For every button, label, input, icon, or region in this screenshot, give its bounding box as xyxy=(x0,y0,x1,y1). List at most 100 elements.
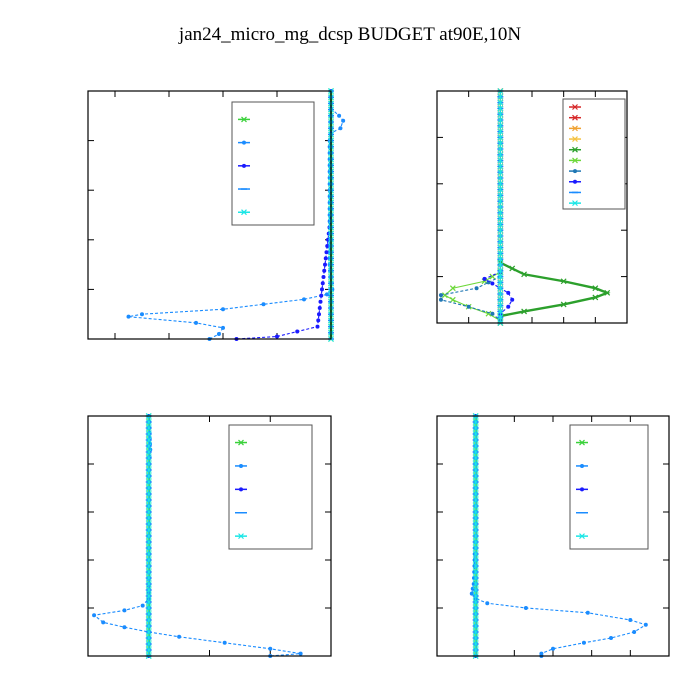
data-point xyxy=(145,437,152,443)
data-point xyxy=(472,587,479,593)
plot-frame xyxy=(87,90,332,340)
data-point xyxy=(438,297,443,302)
data-point xyxy=(322,268,327,273)
data-point xyxy=(145,611,152,617)
data-point xyxy=(316,318,321,323)
legend-marker xyxy=(580,487,584,492)
data-point xyxy=(323,256,328,261)
data-point xyxy=(497,250,504,257)
data-point xyxy=(472,599,479,605)
data-point xyxy=(318,299,323,304)
data-point xyxy=(145,431,152,437)
data-point xyxy=(145,635,152,641)
data-point xyxy=(472,509,479,515)
data-point xyxy=(497,204,504,210)
plot-frame xyxy=(436,90,628,324)
data-point xyxy=(145,509,152,515)
data-point xyxy=(325,244,330,248)
data-point xyxy=(145,443,152,449)
data-point xyxy=(472,491,479,497)
legend-marker xyxy=(238,439,244,446)
data-point xyxy=(441,292,448,299)
data-point xyxy=(145,575,152,581)
data-point xyxy=(497,215,504,222)
data-point xyxy=(324,292,329,297)
data-point xyxy=(449,296,456,303)
data-point xyxy=(497,146,504,152)
data-point xyxy=(472,527,479,533)
legend-marker xyxy=(579,533,585,540)
data-point xyxy=(145,419,152,425)
data-point xyxy=(145,629,152,635)
data-point xyxy=(560,278,567,285)
data-point xyxy=(298,651,303,656)
plot-frame xyxy=(87,415,332,657)
data-point xyxy=(221,325,225,330)
data-point xyxy=(497,151,504,158)
series-line xyxy=(499,261,611,323)
legend xyxy=(569,424,649,550)
data-point xyxy=(472,473,479,479)
data-point xyxy=(472,647,479,653)
data-point xyxy=(472,629,479,635)
data-point xyxy=(521,271,528,278)
data-point xyxy=(472,455,479,461)
data-point xyxy=(497,163,504,170)
data-point xyxy=(497,175,504,181)
data-point xyxy=(145,545,152,551)
data-point xyxy=(145,569,152,575)
data-point xyxy=(145,527,152,533)
legend-box xyxy=(569,424,649,550)
legend-marker xyxy=(241,116,247,123)
data-point xyxy=(581,640,586,645)
data-point xyxy=(592,294,599,301)
data-point xyxy=(145,551,152,557)
data-point xyxy=(497,227,504,234)
data-point xyxy=(145,593,152,599)
data-point xyxy=(315,324,320,329)
data-point xyxy=(472,539,479,545)
data-point xyxy=(472,611,479,617)
data-point xyxy=(604,289,611,296)
legend-marker xyxy=(239,487,243,492)
panel-rtm xyxy=(436,413,670,659)
data-point xyxy=(338,126,343,131)
data-point xyxy=(472,479,479,485)
data-point xyxy=(320,281,325,286)
data-point xyxy=(221,307,225,312)
data-point xyxy=(268,646,273,651)
data-point xyxy=(145,587,152,593)
data-point xyxy=(490,311,495,316)
data-point xyxy=(145,473,152,479)
data-point xyxy=(497,285,504,292)
data-point xyxy=(145,557,152,563)
data-point xyxy=(509,265,516,272)
data-point xyxy=(497,221,504,228)
legend-marker xyxy=(572,157,578,164)
data-point xyxy=(145,647,152,653)
data-point xyxy=(145,491,152,497)
data-point xyxy=(497,198,504,205)
data-point xyxy=(438,293,443,298)
data-point xyxy=(523,606,528,610)
data-point xyxy=(472,545,479,551)
data-point xyxy=(145,617,152,623)
legend-marker xyxy=(572,104,578,110)
data-point xyxy=(497,308,504,315)
legend-marker xyxy=(573,179,577,184)
panel-rtpthlp xyxy=(436,88,628,326)
data-point xyxy=(145,641,152,647)
data-point xyxy=(216,332,221,337)
data-point xyxy=(472,467,479,473)
series-bt xyxy=(472,413,479,659)
data-point xyxy=(472,569,479,575)
legend-marker xyxy=(242,140,246,145)
data-point xyxy=(122,625,127,630)
data-point xyxy=(321,275,326,279)
data-point xyxy=(145,467,152,473)
data-point xyxy=(472,623,479,629)
data-point xyxy=(295,329,300,334)
data-point xyxy=(145,515,152,521)
data-point xyxy=(472,635,479,641)
data-point xyxy=(449,285,456,292)
